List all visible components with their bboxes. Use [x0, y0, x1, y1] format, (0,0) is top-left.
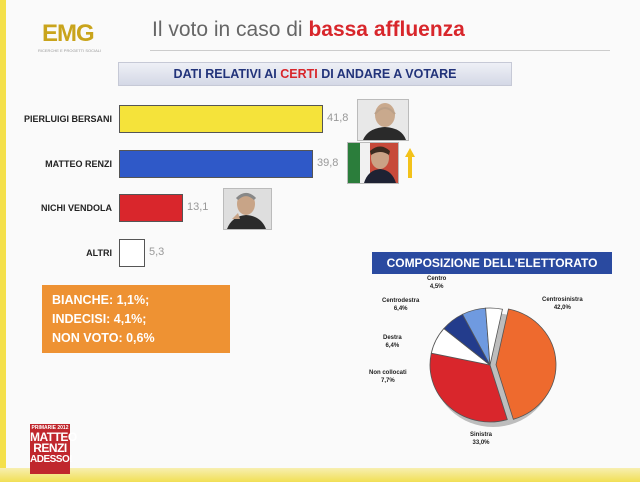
title-accent: bassa affluenza [308, 18, 465, 41]
pie-slice-name: Centrosinistra [542, 297, 583, 303]
pie-slice-name: Non collocati [369, 370, 407, 376]
pie-slice-label: Centrodestra 6,4% [382, 297, 419, 313]
bar-value-label: 41,8 [327, 112, 349, 124]
bar [119, 150, 313, 178]
pie-chart [429, 307, 557, 427]
pie-slice-sinistra [429, 352, 508, 423]
bar-value-label: 39,8 [317, 157, 339, 169]
pie-slice-name: Destra [383, 335, 402, 341]
badge-line1: PRIMARIE 2012 [31, 425, 69, 431]
pie-slice-centro [485, 307, 503, 366]
title-prefix: Il voto in caso di [152, 18, 303, 41]
pie-slice-name: Sinistra [470, 432, 493, 438]
notes-no-vote: NON VOTO: 0,6% [52, 331, 155, 345]
bersani-photo [357, 99, 409, 141]
logo-text: EMG [42, 20, 95, 47]
pie-slice-value: 7,7% [380, 378, 395, 384]
badge-line2: MATTEO [30, 430, 77, 444]
pie-slice-label: Centro 4,5% [427, 275, 446, 291]
up-arrow-icon [405, 148, 415, 178]
pie-slice-name: Centrodestra [382, 298, 420, 304]
bar-value-label: 13,1 [187, 201, 209, 213]
pie-slice-centrosinistra [495, 308, 557, 420]
subtitle-part1: DATI RELATIVI AI [173, 67, 277, 81]
title-divider [150, 50, 610, 51]
bar-label: MATTEO RENZI [45, 159, 112, 169]
notes-box: BIANCHE: 1,1%; INDECISI: 4,1%; NON VOTO:… [42, 285, 230, 353]
left-color-band [0, 0, 6, 482]
bar [119, 105, 323, 133]
renzi-adesso-badge: PRIMARIE 2012 MATTEO RENZI ADESSO! [30, 424, 77, 474]
subtitle-part-red: CERTI [280, 67, 318, 81]
pie-slice-label: Centrosinistra 42,0% [542, 296, 583, 312]
notes-undecided: INDECISI: 4,1%; [52, 312, 147, 326]
pie-slice-label: Non collocati 7,7% [369, 369, 407, 385]
chart-subtitle-banner: DATI RELATIVI AI CERTI DI ANDARE A VOTAR… [118, 62, 512, 86]
notes-blank-ballots: BIANCHE: 1,1%; [52, 293, 150, 307]
logo-subtext: RICERCHE E PROGETTI SOCIALI [38, 48, 102, 53]
pie-slice-label: Destra 6,4% [383, 334, 402, 350]
bar-label: ALTRI [86, 248, 112, 258]
bar-value-label: 5,3 [149, 246, 165, 258]
pie-chart-title: COMPOSIZIONE DELL'ELETTORATO [372, 252, 612, 274]
pie-slice-name: Centro [427, 276, 447, 282]
bar [119, 194, 183, 222]
emg-logo: EMG RICERCHE E PROGETTI SOCIALI [34, 18, 114, 58]
bottom-color-band [0, 468, 640, 482]
vendola-photo [223, 188, 272, 230]
bar-label: PIERLUIGI BERSANI [23, 114, 112, 124]
pie-slice-value: 33,0% [472, 440, 490, 446]
renzi-photo [347, 142, 399, 184]
pie-slice-value: 42,0% [553, 305, 571, 311]
badge-line3: RENZI [33, 441, 67, 455]
pie-slice-value: 6,4% [393, 306, 408, 312]
badge-line4: ADESSO! [30, 454, 73, 465]
subtitle-part2: DI ANDARE A VOTARE [321, 67, 457, 81]
pie-slice-value: 4,5% [429, 284, 444, 290]
bar-label: NICHI VENDOLA [40, 203, 112, 213]
pie-slice-value: 6,4% [385, 343, 400, 349]
bar [119, 239, 145, 267]
pie-slice-label: Sinistra 33,0% [470, 431, 492, 447]
page-title: Il voto in caso di bassa affluenza [152, 18, 465, 42]
